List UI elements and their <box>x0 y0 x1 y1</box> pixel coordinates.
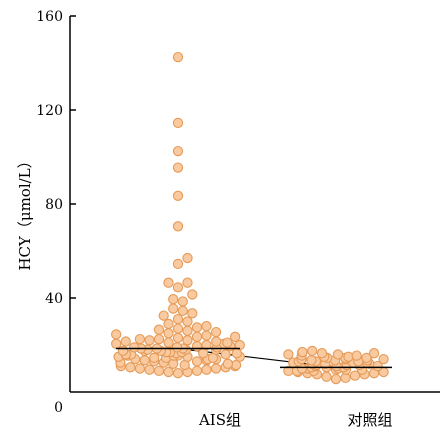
data-point <box>145 365 154 374</box>
data-point <box>173 283 182 292</box>
data-point <box>154 335 163 344</box>
data-point <box>173 315 182 324</box>
data-point <box>154 325 163 334</box>
data-point <box>192 366 201 375</box>
data-point <box>183 317 192 326</box>
category-labels: AIS组 对照组 <box>198 411 393 428</box>
data-point <box>322 372 331 381</box>
data-point <box>333 350 342 359</box>
data-point <box>183 278 192 287</box>
data-point <box>192 323 201 332</box>
y-tick-label: 120 <box>36 103 63 119</box>
data-point <box>212 337 221 346</box>
data-point <box>173 147 182 156</box>
data-point <box>164 329 173 338</box>
data-point <box>121 337 130 346</box>
data-point <box>173 333 182 342</box>
data-point <box>112 330 121 339</box>
data-point <box>284 350 293 359</box>
data-point <box>159 311 168 320</box>
data-point <box>192 342 201 351</box>
data-point <box>202 331 211 340</box>
data-point <box>202 365 211 374</box>
data-point <box>173 118 182 127</box>
data-points <box>112 53 389 384</box>
data-point <box>298 348 307 357</box>
data-point <box>130 343 139 352</box>
data-point <box>183 253 192 262</box>
y-tick-label: 80 <box>45 197 63 213</box>
y-tick-label: 0 <box>54 400 63 416</box>
data-point <box>112 339 121 348</box>
data-point <box>331 375 340 384</box>
data-point <box>164 338 173 347</box>
y-axis: 0 40 80 120 160 <box>36 9 76 416</box>
data-point <box>173 259 182 268</box>
data-point <box>169 304 178 313</box>
data-point <box>173 191 182 200</box>
category-label: 对照组 <box>347 411 392 428</box>
data-point <box>173 53 182 62</box>
data-point <box>212 364 221 373</box>
data-point <box>192 332 201 341</box>
data-point <box>135 335 144 344</box>
data-point <box>164 319 173 328</box>
data-point <box>223 359 232 368</box>
data-point <box>154 366 163 375</box>
data-point <box>223 338 232 347</box>
data-point <box>178 306 187 315</box>
data-point <box>188 290 197 299</box>
data-point <box>172 343 181 352</box>
data-point <box>173 222 182 231</box>
data-point <box>178 297 187 306</box>
category-label: AIS组 <box>198 411 241 428</box>
data-point <box>317 349 326 358</box>
data-point <box>183 326 192 335</box>
data-point <box>221 350 230 359</box>
data-point <box>118 346 127 355</box>
data-point <box>379 355 388 364</box>
data-point <box>140 356 149 365</box>
data-point <box>192 357 201 366</box>
data-point <box>231 332 240 341</box>
data-point <box>164 278 173 287</box>
data-point <box>169 295 178 304</box>
data-point <box>352 351 361 360</box>
data-point <box>173 163 182 172</box>
y-axis-title: HCY（μmol/L） <box>16 153 34 270</box>
data-point <box>135 364 144 373</box>
data-point <box>173 324 182 333</box>
data-point <box>126 363 135 372</box>
data-point <box>173 369 182 378</box>
data-point <box>164 367 173 376</box>
data-point <box>188 309 197 318</box>
data-point <box>202 322 211 331</box>
data-point <box>370 349 379 358</box>
y-tick-label: 40 <box>45 291 63 307</box>
data-point <box>145 336 154 345</box>
data-point <box>308 346 317 355</box>
data-point <box>183 336 192 345</box>
data-point <box>212 328 221 337</box>
y-tick-label: 160 <box>36 9 63 25</box>
data-point <box>307 356 316 365</box>
